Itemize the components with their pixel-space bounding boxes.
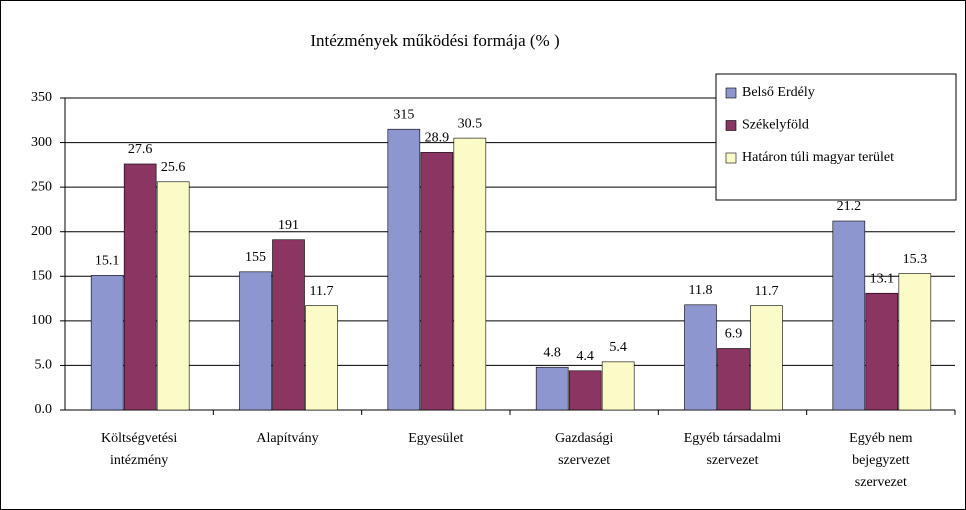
bar [865,292,899,411]
x-tick-label: Egyéb társadalmi szervezet [683,431,782,468]
data-label: 27.6 [128,142,153,157]
legend-label: Belső Erdély [742,85,815,100]
bar [898,273,932,411]
y-tick-label: 150 [31,269,52,284]
data-label: 191 [278,218,299,233]
data-label: 13.1 [870,271,895,286]
bar [832,220,866,411]
bar [568,370,602,411]
data-label: 15.3 [903,252,928,267]
data-label: 11.7 [310,284,334,299]
bar [387,128,421,411]
data-label: 30.5 [458,116,483,131]
data-label: 11.7 [755,284,779,299]
x-tick-label: Egyéb nem bejegyzett szervezet [849,431,913,490]
legend-swatch [725,120,737,131]
legend-swatch [725,152,737,164]
bar [305,305,338,411]
bar [750,305,783,411]
x-tick-label: Egyesület [408,431,464,446]
y-tick-label: 250 [31,179,52,194]
legend-label: Határon túli magyar terület [742,150,894,165]
chart-title: Intézmények működési formája (% ) [310,31,559,50]
bar [90,275,124,411]
bar [123,163,157,411]
y-tick-label: 100 [31,313,52,328]
bar [239,271,272,411]
bar [684,304,717,411]
data-label: 28.9 [425,131,450,146]
bar [453,137,487,411]
bar [535,366,569,411]
data-label: 155 [245,250,266,265]
data-label: 6.9 [725,327,743,342]
x-tick-label: Költségvetési intézmény [101,431,178,468]
y-tick-label: 300 [31,135,52,150]
bar [272,239,305,411]
bar [156,181,190,411]
y-tick-label: 0.0 [35,402,53,417]
data-label: 5.4 [609,340,627,355]
data-label: 21.2 [837,199,862,214]
legend-swatch [725,87,737,99]
data-label: 315 [393,107,414,122]
data-label: 25.6 [161,160,186,175]
x-tick-label: Alapítvány [256,431,319,446]
y-tick-label: 350 [31,90,52,105]
bar [420,152,454,411]
data-label: 11.8 [689,283,713,298]
bar [601,361,635,411]
data-label: 4.4 [576,349,594,364]
y-tick-label: 5.0 [35,358,53,373]
data-label: 4.8 [543,345,561,360]
data-label: 15.1 [95,254,120,269]
legend-label: Székelyföld [742,118,809,133]
y-tick-label: 200 [31,224,52,239]
bar [717,348,750,411]
x-tick-label: Gazdasági szervezet [555,431,614,468]
legend-box [715,73,957,201]
